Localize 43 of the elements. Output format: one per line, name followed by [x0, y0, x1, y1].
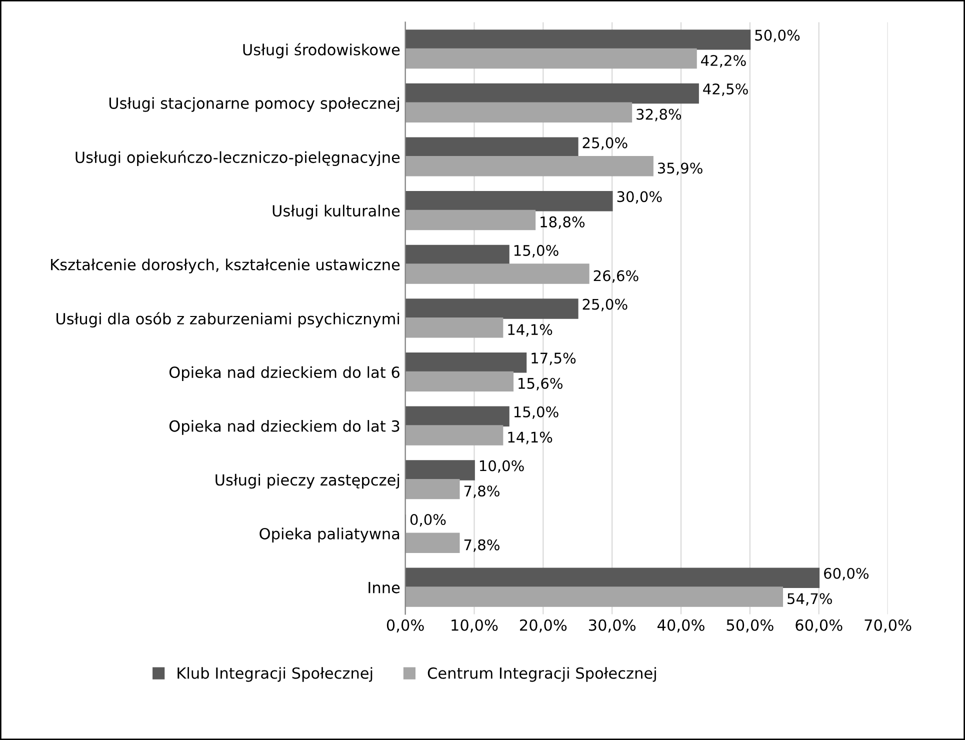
- y-tick-label: Kształcenie dorosłych, kształcenie ustawiczne: [51, 258, 400, 274]
- data-label: 35,9%: [658, 162, 702, 176]
- y-tick-label: Usługi pieczy zastępczej: [216, 474, 400, 489]
- data-label: 30,0%: [617, 191, 662, 204]
- y-tick-label: Usługi kulturalne: [272, 204, 400, 220]
- y-tick-label: Usługi środowiskowe: [243, 43, 400, 58]
- data-label: 14,1%: [508, 324, 552, 337]
- data-label: 10,0%: [480, 460, 524, 473]
- x-tick-label: 30,0%: [588, 619, 636, 632]
- y-tick-label: Opieka nad dzieckiem do lat 6: [169, 366, 400, 381]
- data-label: 14,1%: [508, 432, 552, 444]
- x-tick-label: 50,0%: [726, 619, 774, 632]
- y-tick-label: Opieka paliatywna: [260, 528, 400, 542]
- legend-label: Centrum Integracji Społecznej: [428, 667, 656, 682]
- data-label: 17,5%: [532, 352, 576, 366]
- data-label: 25,0%: [582, 137, 628, 150]
- y-tick-label: Usługi opiekuńczo-leczniczo-pielęgnacyjne: [76, 150, 400, 166]
- data-label: 26,6%: [594, 270, 638, 283]
- data-label: 18,8%: [540, 216, 585, 229]
- legend-label: Klub Integracji Społecznej: [178, 667, 372, 682]
- x-tick-label: 0,0%: [386, 619, 424, 632]
- y-tick-label: Usługi dla osób z zaburzeniami psychicznymi: [56, 312, 400, 328]
- data-label: 0,0%: [410, 514, 446, 527]
- data-label: 15,0%: [514, 244, 558, 258]
- data-label: 15,6%: [518, 378, 562, 390]
- data-label: 42,5%: [703, 83, 748, 96]
- y-tick-label: Inne: [368, 582, 400, 594]
- data-label: 60,0%: [824, 568, 869, 580]
- data-label: 42,2%: [701, 54, 746, 68]
- x-tick-label: 10,0%: [452, 619, 498, 632]
- x-tick-label: 70,0%: [864, 619, 912, 632]
- data-label: 15,0%: [514, 406, 558, 419]
- x-tick-label: 60,0%: [796, 619, 842, 632]
- data-label: 25,0%: [582, 298, 628, 312]
- y-tick-label: Opieka nad dzieckiem do lat 3: [169, 420, 400, 435]
- data-label: 7,8%: [464, 539, 500, 552]
- y-tick-label: Usługi stacjonarne pomocy społecznej: [109, 97, 400, 112]
- data-label: 7,8%: [464, 486, 500, 498]
- data-label: 32,8%: [636, 108, 682, 122]
- data-label: 50,0%: [755, 30, 800, 42]
- data-label: 54,7%: [788, 593, 832, 606]
- x-tick-label: 40,0%: [657, 619, 704, 632]
- x-tick-label: 20,0%: [520, 619, 567, 632]
